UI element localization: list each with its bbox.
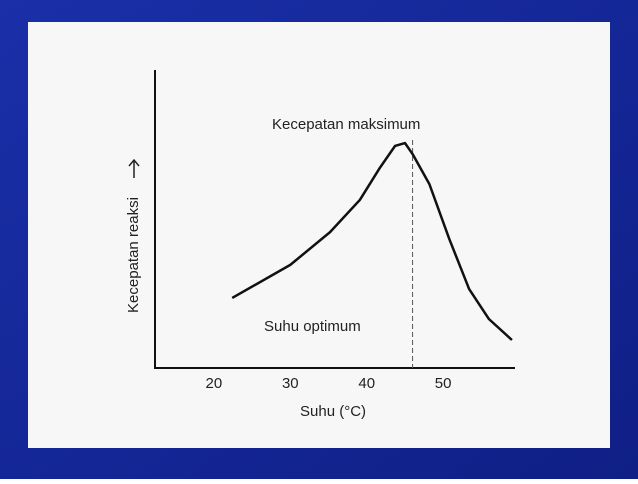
x-tick-label: 30: [282, 375, 299, 392]
x-tick-label: 20: [206, 375, 223, 392]
curve: [231, 141, 513, 341]
x-tick-label: 50: [435, 375, 452, 392]
annotation: Suhu optimum: [264, 318, 361, 335]
x-axis-label: Suhu (°C): [300, 403, 366, 420]
y-axis-label: Kecepatan reaksi: [125, 197, 142, 313]
y-axis-arrow: [128, 158, 140, 178]
annotation: Kecepatan maksimum: [272, 116, 420, 133]
chart-card: [28, 22, 610, 448]
x-tick-label: 40: [358, 375, 375, 392]
